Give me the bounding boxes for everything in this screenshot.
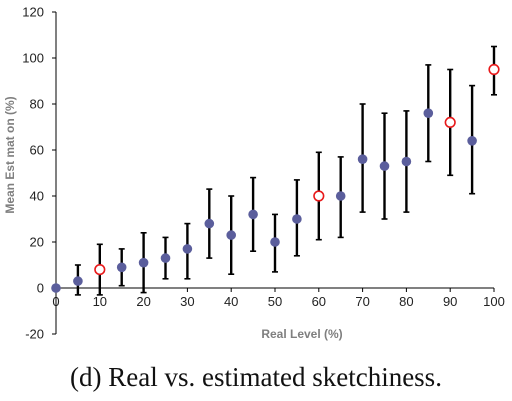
- x-tick-label: 60: [312, 294, 326, 309]
- y-tick-label: 60: [30, 143, 44, 158]
- scatter-chart: -20 0 20 40 60 80 100 120 0 10 20 30 40 50 60 70 80 90 10…: [3, 5, 505, 342]
- figure-caption: (d) Real vs. estimated sketchiness.: [70, 362, 442, 392]
- y-tick-label: 80: [30, 97, 44, 112]
- data-point: [138, 257, 149, 268]
- highlight-point: [94, 264, 106, 276]
- x-tick-label: 30: [180, 294, 194, 309]
- data-point: [292, 214, 302, 224]
- data-point: [204, 218, 215, 229]
- error-bars: [74, 45, 497, 296]
- y-tick-label: 40: [30, 189, 44, 204]
- x-axis-label: Real Level (%): [261, 327, 342, 341]
- x-tick-label: 80: [399, 294, 413, 309]
- y-tick-label: -20: [25, 327, 44, 342]
- data-point: [270, 237, 280, 247]
- data-point: [335, 191, 346, 201]
- x-tick-label: 100: [483, 294, 505, 309]
- y-tick-label: 0: [37, 281, 44, 296]
- data-point: [357, 154, 368, 164]
- data-point: [116, 262, 127, 273]
- x-tick-label: 90: [443, 294, 457, 309]
- y-tick-label: 120: [22, 5, 44, 20]
- x-tick-label: 20: [136, 294, 150, 309]
- data-point: [248, 209, 258, 220]
- x-tick-label: 70: [355, 294, 369, 309]
- y-tick-label: 100: [22, 51, 44, 66]
- highlight-point: [444, 116, 456, 128]
- data-point: [401, 156, 412, 167]
- y-axis-label: Mean Est mat on (%): [3, 96, 17, 213]
- highlight-point: [313, 190, 325, 202]
- data-points: [51, 63, 500, 293]
- data-point: [423, 108, 434, 118]
- data-point: [73, 276, 83, 286]
- y-tick-label: 20: [30, 235, 44, 250]
- data-point: [51, 283, 61, 293]
- highlight-point: [488, 63, 500, 76]
- data-point: [467, 136, 477, 146]
- data-point: [379, 161, 390, 171]
- data-point: [226, 230, 236, 240]
- data-point: [182, 244, 193, 254]
- x-tick-label: 50: [268, 294, 282, 309]
- x-tick-label: 10: [93, 294, 107, 309]
- data-point: [160, 253, 171, 263]
- x-tick-label: 40: [224, 294, 238, 309]
- y-tick-labels: -20 0 20 40 60 80 100 120: [22, 5, 56, 342]
